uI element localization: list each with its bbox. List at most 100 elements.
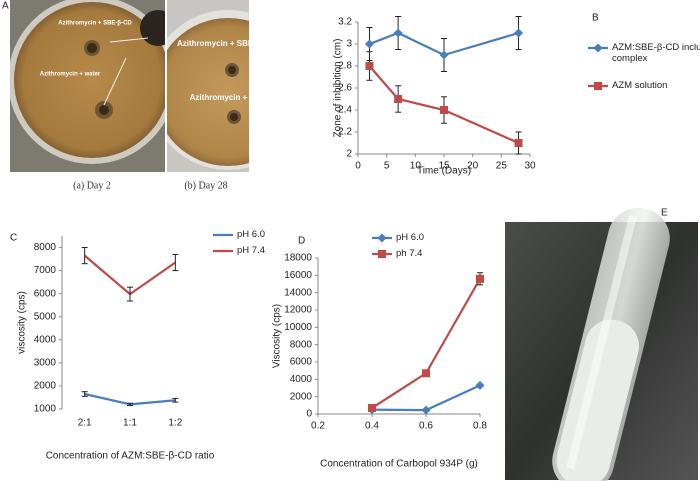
x-tick-label: 30 bbox=[524, 161, 536, 172]
error-bar bbox=[172, 253, 179, 272]
legend-entry: pH 6.0 bbox=[237, 229, 265, 240]
panel-label: E bbox=[661, 208, 668, 219]
marker bbox=[475, 380, 485, 390]
legend-entry: pH 6.0 bbox=[396, 232, 424, 243]
marker bbox=[394, 95, 403, 103]
marker bbox=[377, 233, 387, 243]
y-tick-label: 3000 bbox=[34, 358, 57, 369]
legend-entry: pH 7.4 bbox=[237, 245, 265, 256]
y-tick-label: 5000 bbox=[34, 311, 57, 322]
marker bbox=[440, 106, 448, 114]
y-tick-label: 2000 bbox=[34, 381, 57, 392]
plate-label: Azithromycin + SBE-β-CD bbox=[177, 39, 275, 48]
caption: (b) Day 28 bbox=[184, 180, 227, 191]
marker bbox=[594, 82, 602, 90]
plate-label: Azithromycin + water bbox=[190, 93, 271, 102]
legend-label: AZM solution bbox=[612, 80, 668, 91]
y-tick-label: 10000 bbox=[284, 322, 312, 333]
error-bar bbox=[127, 402, 133, 407]
x-tick-label: 5 bbox=[384, 161, 390, 172]
legend-entry: ph 7.4 bbox=[396, 248, 423, 259]
y-tick-label: 2 bbox=[346, 149, 352, 160]
y-tick-label: 4000 bbox=[34, 334, 57, 345]
error-bar bbox=[81, 391, 88, 397]
y-tick-label: 2000 bbox=[290, 391, 313, 402]
legend-label: ph 7.4 bbox=[396, 248, 423, 259]
marker bbox=[378, 250, 386, 258]
x-tick-label: 0.2 bbox=[311, 421, 325, 432]
x-tick-label: 0.4 bbox=[365, 421, 379, 432]
y-tick-label: 2.4 bbox=[338, 105, 352, 116]
y-axis-label: viscosity (cps) bbox=[17, 291, 28, 354]
series-line bbox=[369, 31, 519, 57]
error-bar bbox=[81, 247, 88, 265]
y-tick-label: 2.8 bbox=[338, 61, 352, 72]
x-tick-label: 15 bbox=[438, 161, 450, 172]
legend-label: pH 6.0 bbox=[396, 232, 424, 243]
y-tick-label: 6000 bbox=[290, 357, 313, 368]
y-tick-label: 4000 bbox=[290, 374, 313, 385]
x-tick-label: 20 bbox=[467, 161, 479, 172]
marker bbox=[368, 403, 376, 412]
y-tick-label: 3 bbox=[346, 39, 352, 50]
y-axis-label: Viscosity (cps) bbox=[272, 304, 283, 368]
plate-day28 bbox=[167, 0, 249, 172]
y-tick-label: 18000 bbox=[284, 253, 312, 264]
series-line bbox=[371, 278, 481, 409]
legend-label: AZM:SBE-β-CD inclusion complex bbox=[612, 42, 700, 64]
marker bbox=[514, 28, 524, 38]
test-tube bbox=[552, 207, 670, 481]
x-axis-label: Time (Days) bbox=[417, 166, 471, 177]
y-tick-label: 14000 bbox=[284, 287, 312, 298]
legend-label: pH 6.0 bbox=[237, 229, 265, 240]
marker bbox=[439, 50, 449, 60]
photo-e: E bbox=[505, 207, 698, 481]
y-tick-label: 12000 bbox=[284, 305, 312, 316]
panel-label: C bbox=[10, 233, 17, 244]
series-line bbox=[368, 65, 519, 145]
marker bbox=[476, 274, 484, 283]
y-tick-label: 16000 bbox=[284, 270, 312, 281]
y-tick-label: 8000 bbox=[290, 339, 313, 350]
y-tick-label: 3.2 bbox=[338, 17, 352, 28]
error-bar bbox=[127, 286, 133, 302]
marker bbox=[365, 62, 374, 70]
panel-label: D bbox=[298, 236, 305, 247]
marker bbox=[393, 28, 403, 38]
x-tick-label: 10 bbox=[410, 161, 422, 172]
x-tick-label: 25 bbox=[496, 161, 508, 172]
plate-label: Azithromycin + SBE-β-CD bbox=[58, 21, 132, 27]
x-tick-label: 2:1 bbox=[78, 418, 92, 429]
photo-a: Azithromycin + SBE-β-CD Azithromycin + w… bbox=[2, 0, 275, 200]
y-tick-label: 6000 bbox=[34, 288, 57, 299]
plate-day2 bbox=[10, 0, 165, 172]
plate-label: Azithromycin + water bbox=[40, 72, 101, 78]
y-tick-label: 7000 bbox=[34, 265, 57, 276]
x-axis-label: Concentration of Carbopol 934P (g) bbox=[320, 459, 478, 470]
y-axis-label: Zone of inhibition (cm) bbox=[333, 39, 344, 138]
error-bar bbox=[172, 397, 179, 403]
marker bbox=[422, 369, 430, 378]
y-tick-label: 2.2 bbox=[338, 127, 352, 138]
x-tick-label: 0.8 bbox=[473, 421, 487, 432]
y-tick-label: 0 bbox=[306, 409, 312, 420]
x-axis-label: Concentration of AZM:SBE-β-CD ratio bbox=[46, 451, 215, 462]
panel-label: B bbox=[592, 13, 599, 24]
marker bbox=[421, 405, 431, 415]
x-tick-label: 1:2 bbox=[168, 418, 182, 429]
y-tick-label: 2.6 bbox=[338, 83, 352, 94]
x-tick-label: 0.6 bbox=[419, 421, 433, 432]
x-tick-label: 1:1 bbox=[123, 418, 137, 429]
panel-label: A bbox=[2, 1, 9, 12]
legend-label: pH 7.4 bbox=[237, 245, 265, 256]
y-tick-label: 8000 bbox=[34, 242, 57, 253]
x-tick-label: 0 bbox=[355, 161, 361, 172]
legend-entry: AZM solution bbox=[612, 80, 668, 91]
legend-entry: AZM:SBE-β-CD inclusion complex bbox=[612, 42, 700, 64]
marker bbox=[514, 139, 523, 147]
marker bbox=[593, 43, 603, 53]
y-tick-label: 1000 bbox=[34, 404, 57, 415]
caption: (a) Day 2 bbox=[73, 180, 111, 191]
marker bbox=[364, 39, 374, 49]
